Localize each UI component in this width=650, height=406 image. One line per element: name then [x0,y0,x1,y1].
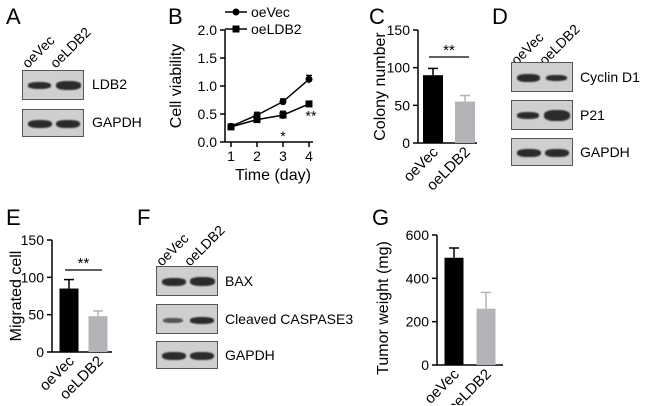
bar-oevec [423,75,443,143]
blot-gapdh-a [22,109,84,137]
blot-label-cleaved-caspase3: Cleaved CASPASE3 [225,311,354,327]
panel-label-e: E [6,205,21,230]
y-tick-label: 600 [406,227,430,243]
y-axis-title: Migrated cell [8,251,25,342]
blot-label-gapdh-f: GAPDH [225,347,275,363]
x-tick-label: 2 [253,148,261,164]
data-point-oeldb2 [227,123,235,131]
blot-cleaved-caspase3 [156,304,218,334]
blot-p21 [511,100,573,130]
y-tick-label: 2.0 [198,22,218,38]
blot-label-gapdh-d: GAPDH [580,144,630,160]
blot-gapdh-d [511,138,573,166]
legend-marker [232,25,240,33]
y-tick-label: 0.0 [198,134,218,150]
significance-label: ** [443,42,455,59]
y-tick-label: 0 [421,357,429,373]
bar-oeldb2 [455,101,475,143]
blot-label-cyclin-d1: Cyclin D1 [580,69,640,85]
y-axis-title: Cell viability [168,44,185,128]
y-tick-label: 150 [21,232,45,248]
blot-ldb2 [22,70,84,100]
panel-label-g: G [372,205,390,230]
lane-label-oeldb2-d: oeLDB2 [535,20,583,68]
panel-label-d: D [492,4,508,29]
y-tick-label: 200 [406,314,430,330]
panel-label-c: C [369,4,385,29]
lane-label-oeldb2-f: oeLDB2 [180,221,228,269]
bar-oevec [444,257,464,365]
blot-bax [156,266,218,296]
legend-label-oeldb2: oeLDB2 [251,21,302,37]
data-point-oeldb2 [305,100,313,108]
blot-cyclin-d1 [511,62,573,92]
data-point-oeldb2 [253,116,261,124]
series-line-oevec [230,78,310,128]
data-point-oevec [305,75,313,83]
chart-cell-viability: 0.0 0.5 1.0 1.5 2.0 1 2 3 4 Time (day) Cell viabil… [168,4,317,184]
blot-gapdh-f [156,341,218,369]
y-axis-title: Colony number [372,32,389,141]
x-tick-label: 3 [279,148,287,164]
panel-label-b: B [168,4,183,29]
x-tick-label: 4 [305,148,313,164]
blot-label-p21: P21 [580,107,605,123]
y-tick-label: 0 [402,135,410,151]
y-tick-label: 50 [394,97,410,113]
significance-label: ** [78,255,90,272]
y-tick-label: 400 [406,270,430,286]
data-point-oeldb2 [279,111,287,119]
bar-oevec [59,288,79,352]
x-tick-label: 1 [227,148,235,164]
legend-label-oevec: oeVec [251,4,290,20]
significance-label: ** [306,108,317,124]
blot-label-ldb2: LDB2 [92,76,128,92]
panel-label-f: F [137,205,151,230]
blot-label-bax: BAX [225,273,254,289]
y-tick-label: 0.5 [198,106,218,122]
x-axis-title: Time (day) [235,167,311,184]
y-tick-label: 1.5 [198,50,218,66]
data-point-oevec [279,98,287,106]
lane-label-oeldb2-a: oeLDB2 [46,23,94,71]
significance-label: * [280,128,286,144]
y-tick-label: 50 [28,307,44,323]
y-tick-label: 100 [387,60,411,76]
y-axis-title: Tumor weight (mg) [375,241,392,375]
blot-label-gapdh-a: GAPDH [92,114,142,130]
y-tick-label: 150 [387,22,411,38]
panel-label-a: A [6,4,21,29]
y-tick-label: 1.0 [198,78,218,94]
legend-marker [232,8,240,16]
series-line-oeldb2 [230,103,310,128]
y-tick-label: 0 [36,344,44,360]
y-tick-label: 100 [21,269,45,285]
bar-oeldb2 [88,316,108,352]
bar-oeldb2 [476,308,496,365]
